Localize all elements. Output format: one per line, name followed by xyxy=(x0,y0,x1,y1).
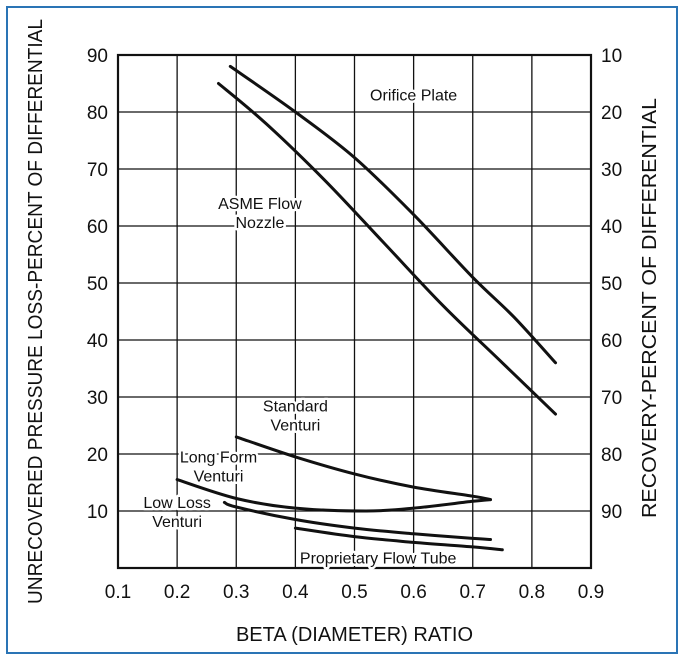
series-label-line: ASME Flow xyxy=(218,196,302,213)
y-tick-label-left: 10 xyxy=(87,502,108,523)
y-tick-label-left: 50 xyxy=(87,274,108,295)
series-label-line: Long Form xyxy=(180,450,257,467)
y-tick-label-right: 70 xyxy=(601,388,622,409)
series-line-low-loss-venturi xyxy=(222,500,492,541)
series-line-orifice-plate xyxy=(228,64,557,365)
y-tick-label-left: 40 xyxy=(87,331,108,352)
series-label-line: Proprietary Flow Tube xyxy=(300,550,457,567)
series-label-line: Venturi xyxy=(194,469,244,486)
series-label-proprietary-flow-tube: Proprietary Flow Tube xyxy=(300,550,457,567)
y-tick-label-right: 40 xyxy=(601,217,622,238)
series-line-asme-flow-nozzle xyxy=(217,82,557,416)
y-tick-label-right: 50 xyxy=(601,274,622,295)
y-axis-label-left: UNRECOVERED PRESSURE LOSS-PERCENT OF DIF… xyxy=(25,19,47,604)
y-tick-label-left: 30 xyxy=(87,388,108,409)
x-tick-label: 0.5 xyxy=(341,582,367,603)
x-axis-label: BETA (DIAMETER) RATIO xyxy=(236,624,473,646)
series-line-standard-venturi xyxy=(234,435,492,502)
plot-area xyxy=(116,53,593,570)
y-axis-label-right: RECOVERY-PERCENT OF DIFFERENTIAL xyxy=(639,98,661,518)
x-tick-label: 0.1 xyxy=(105,582,131,603)
series-label-asme-flow-nozzle: ASME Flow Nozzle xyxy=(218,196,302,232)
series-label-orifice-plate: Orifice Plate xyxy=(370,88,457,105)
x-tick-label: 0.7 xyxy=(460,582,486,603)
y-tick-label-left: 90 xyxy=(87,46,108,67)
series-line-long-form-venturi xyxy=(175,478,492,513)
y-tick-label-right: 20 xyxy=(601,103,622,124)
series-label-line: Low Loss xyxy=(143,495,211,512)
series-label-standard-venturi: Standard Venturi xyxy=(263,398,328,434)
series-line-proprietary-flow-tube xyxy=(293,526,504,552)
series-label-line: Standard xyxy=(263,398,328,415)
x-tick-label: 0.4 xyxy=(282,582,309,603)
y-tick-label-left: 60 xyxy=(87,217,108,238)
series-label-line: Venturi xyxy=(152,514,202,531)
x-tick-label: 0.9 xyxy=(578,582,604,603)
x-tick-label: 0.6 xyxy=(400,582,426,603)
series-label-long-form-venturi: Long Form Venturi xyxy=(180,450,257,486)
x-tick-label: 0.3 xyxy=(223,582,249,603)
y-tick-label-left: 80 xyxy=(87,103,108,124)
y-tick-label-right: 90 xyxy=(601,502,622,523)
y-tick-label-right: 10 xyxy=(601,46,622,67)
y-tick-label-left: 20 xyxy=(87,445,108,466)
x-tick-label: 0.2 xyxy=(164,582,190,603)
x-tick-label: 0.8 xyxy=(519,582,545,603)
y-tick-label-right: 30 xyxy=(601,160,622,181)
series-label-line: Orifice Plate xyxy=(370,88,457,105)
y-tick-label-right: 80 xyxy=(601,445,622,466)
y-tick-label-left: 70 xyxy=(87,160,108,181)
y-tick-label-right: 60 xyxy=(601,331,622,352)
series-label-low-loss-venturi: Low Loss Venturi xyxy=(143,495,211,531)
series-label-line: Nozzle xyxy=(235,215,284,232)
series-label-line: Venturi xyxy=(270,417,320,434)
